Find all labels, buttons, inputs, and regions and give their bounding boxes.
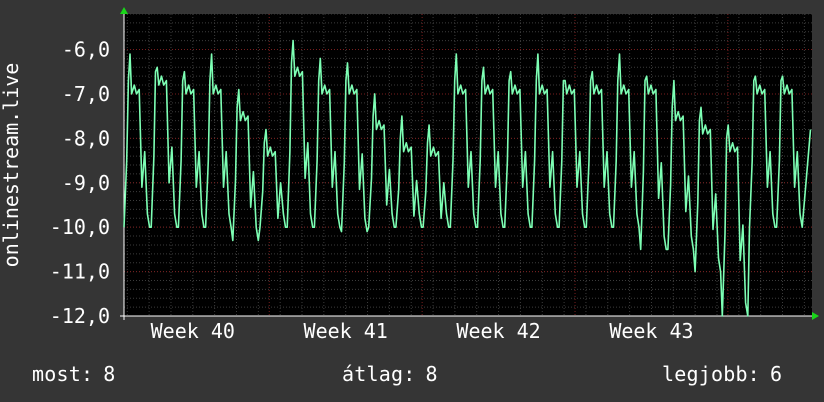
legend-best: legjobb: 6 xyxy=(662,362,782,386)
axes xyxy=(120,7,819,320)
legend-average-value: 8 xyxy=(425,362,438,386)
x-tick-label: Week 40 xyxy=(151,319,235,343)
x-axis-arrow-icon xyxy=(812,312,819,320)
y-tick-labels: -6,0 -7,0 -8,0 -9,0 -10,0 -11,0 -12,0 xyxy=(50,38,110,328)
legend-best-value: 6 xyxy=(769,362,783,386)
y-tick-label: -10,0 xyxy=(50,215,110,239)
series-line xyxy=(123,39,812,317)
x-tick-label: Week 41 xyxy=(304,319,388,343)
x-tick-labels: Week 40 Week 41 Week 42 Week 43 xyxy=(151,319,694,343)
legend-average-label: átlag: xyxy=(342,362,416,386)
x-tick-label: Week 43 xyxy=(609,319,693,343)
y-axis-label: onlinestream.live xyxy=(0,63,23,268)
y-tick-label: -9,0 xyxy=(62,171,110,195)
y-axis-arrow-icon xyxy=(120,7,128,14)
x-tick-label: Week 42 xyxy=(456,319,540,343)
legend-average: átlag: 8 xyxy=(342,362,438,386)
y-tick-label: -7,0 xyxy=(62,82,110,106)
legend-current-label: most: xyxy=(32,362,94,386)
y-tick-label: -11,0 xyxy=(50,260,110,284)
legend-best-label: legjobb: xyxy=(662,362,760,386)
legend-current: most: 8 xyxy=(32,362,115,386)
legend-current-value: 8 xyxy=(103,362,116,386)
y-tick-label: -8,0 xyxy=(62,126,110,150)
y-tick-label: -6,0 xyxy=(62,38,110,62)
y-tick-label: -12,0 xyxy=(50,304,110,328)
